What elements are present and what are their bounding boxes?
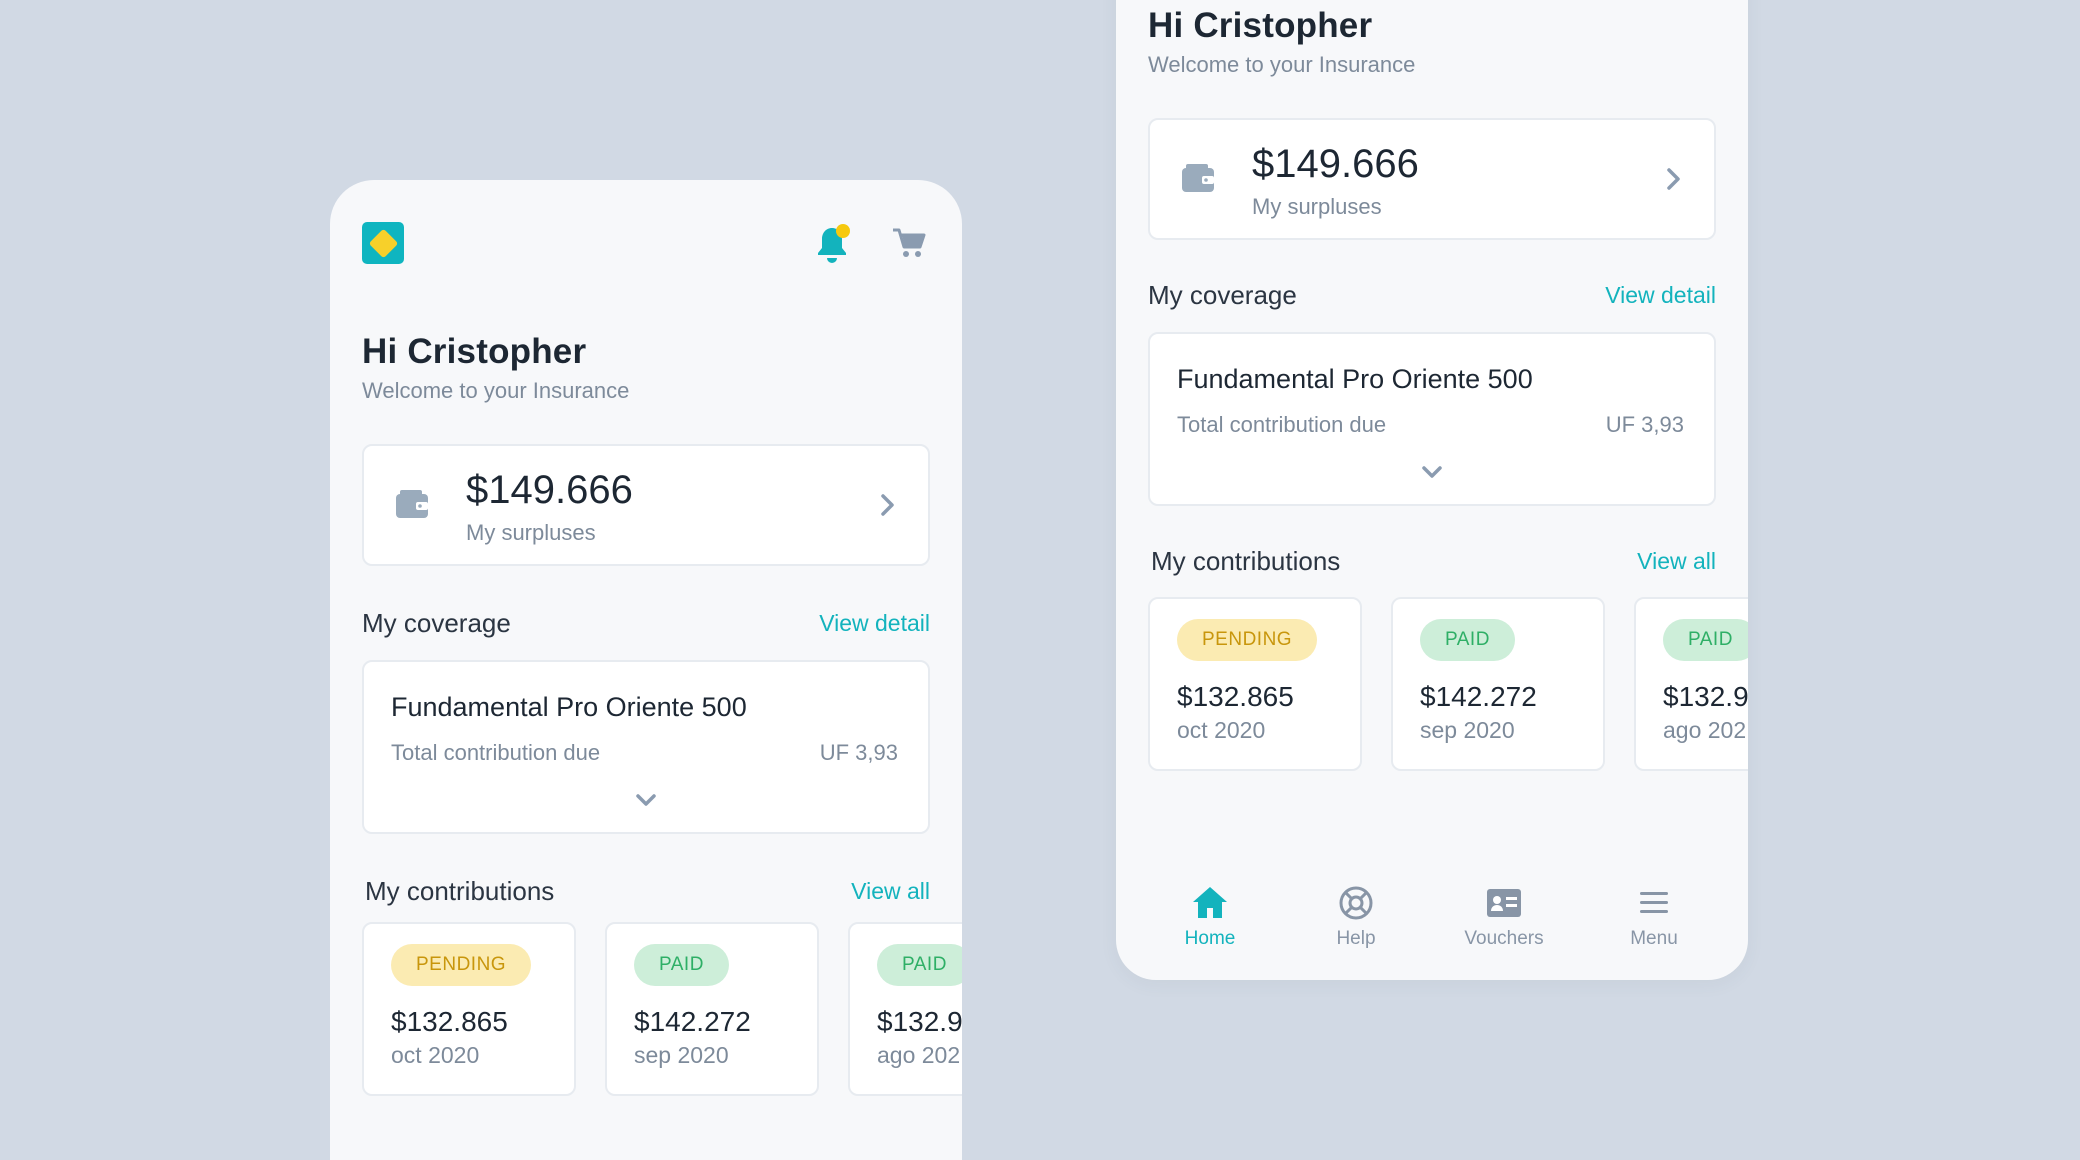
surplus-amount: $149.666	[1252, 142, 1419, 186]
chevron-down-icon[interactable]	[632, 790, 660, 812]
contributions-section-title: My contributions	[365, 876, 555, 906]
top-bar	[362, 222, 930, 266]
nav-help[interactable]: Help	[1286, 884, 1426, 950]
status-badge: PAID	[877, 944, 962, 986]
greeting: Hi Cristopher Welcome to your Insurance	[1148, 6, 1415, 78]
contribution-card[interactable]: PAID $142.272 sep 2020	[1391, 597, 1605, 771]
nav-help-label: Help	[1336, 928, 1376, 949]
view-all-link[interactable]: View all	[851, 878, 930, 904]
coverage-section-header: My coverage View detail	[362, 608, 930, 642]
status-badge: PAID	[634, 944, 729, 986]
coverage-section-title: My coverage	[362, 608, 511, 638]
view-detail-link[interactable]: View detail	[819, 610, 930, 636]
contribution-card[interactable]: PENDING $132.865 oct 2020	[362, 922, 576, 1096]
contribution-date: sep 2020	[1420, 717, 1515, 743]
contribution-date: ago 202	[1663, 717, 1747, 743]
contribution-amount: $132.865	[391, 1006, 508, 1037]
contributions-section-title: My contributions	[1151, 546, 1341, 576]
bottom-navigation: Home Help Vouchers	[1116, 860, 1748, 980]
contribution-date: sep 2020	[634, 1042, 729, 1068]
plan-name: Fundamental Pro Oriente 500	[1177, 364, 1533, 394]
contribution-due-value: UF 3,93	[819, 740, 898, 765]
home-icon	[1193, 887, 1227, 918]
coverage-section-title: My coverage	[1148, 280, 1297, 310]
contribution-date: oct 2020	[391, 1042, 480, 1068]
greeting-subtitle: Welcome to your Insurance	[1148, 52, 1416, 77]
notifications-button[interactable]	[814, 222, 854, 266]
contributions-carousel[interactable]: PENDING $132.865 oct 2020 PAID $142.272 …	[1148, 597, 1748, 773]
surplus-card[interactable]: $149.666 My surpluses	[1148, 118, 1716, 240]
nav-vouchers[interactable]: Vouchers	[1434, 884, 1574, 950]
app-logo[interactable]	[362, 222, 404, 264]
surplus-amount: $149.666	[466, 468, 633, 512]
wallet-icon	[1182, 164, 1214, 192]
contribution-card[interactable]: PAID $142.272 sep 2020	[605, 922, 819, 1096]
contribution-amount: $142.272	[1420, 681, 1537, 712]
nav-home-label: Home	[1184, 928, 1236, 949]
lifebuoy-icon	[1339, 886, 1373, 920]
plan-name: Fundamental Pro Oriente 500	[391, 692, 747, 722]
greeting-subtitle: Welcome to your Insurance	[362, 378, 630, 403]
nav-menu-label: Menu	[1630, 928, 1678, 949]
contribution-date: ago 202	[877, 1042, 961, 1068]
chevron-down-icon[interactable]	[1418, 462, 1446, 484]
chevron-right-icon	[881, 494, 894, 516]
nav-vouchers-label: Vouchers	[1464, 928, 1544, 949]
notification-dot	[836, 224, 850, 238]
status-badge: PAID	[1420, 619, 1515, 661]
view-all-link[interactable]: View all	[1637, 548, 1716, 574]
chevron-right-icon	[1667, 168, 1680, 190]
coverage-card[interactable]: Fundamental Pro Oriente 500 Total contri…	[362, 660, 930, 834]
id-card-icon	[1487, 889, 1521, 917]
wallet-icon	[396, 490, 428, 518]
nav-home[interactable]: Home	[1140, 884, 1280, 950]
logo-diamond	[368, 228, 399, 259]
surplus-card[interactable]: $149.666 My surpluses	[362, 444, 930, 566]
cart-button[interactable]	[890, 224, 930, 264]
coverage-section-header: My coverage View detail	[1148, 280, 1716, 314]
status-badge: PAID	[1663, 619, 1748, 661]
contribution-card[interactable]: PAID $132.9 ago 202	[848, 922, 962, 1096]
cart-icon	[893, 228, 926, 257]
contributions-section-header: My contributions View all	[362, 876, 930, 910]
contributions-section-header: My contributions View all	[1148, 546, 1716, 580]
phone-screen-home-scrolled: Hi Cristopher Welcome to your Insurance …	[1116, 0, 1748, 980]
view-detail-link[interactable]: View detail	[1605, 282, 1716, 308]
surplus-label: My surpluses	[1252, 194, 1382, 219]
status-badge: PENDING	[391, 944, 532, 986]
contribution-due-value: UF 3,93	[1605, 412, 1684, 437]
menu-icon	[1640, 892, 1668, 913]
contribution-amount: $132.865	[1177, 681, 1294, 712]
contribution-amount: $132.9	[877, 1006, 962, 1037]
surplus-label: My surpluses	[466, 520, 596, 545]
greeting: Hi Cristopher Welcome to your Insurance	[362, 332, 629, 404]
contribution-amount: $132.9	[1663, 681, 1748, 712]
nav-menu[interactable]: Menu	[1584, 884, 1724, 950]
status-badge: PENDING	[1177, 619, 1318, 661]
contribution-due-label: Total contribution due	[391, 740, 601, 765]
contribution-card[interactable]: PAID $132.9 ago 202	[1634, 597, 1748, 771]
greeting-title: Hi Cristopher	[1148, 6, 1373, 45]
coverage-card[interactable]: Fundamental Pro Oriente 500 Total contri…	[1148, 332, 1716, 506]
contributions-carousel[interactable]: PENDING $132.865 oct 2020 PAID $142.272 …	[362, 922, 962, 1098]
contribution-amount: $142.272	[634, 1006, 751, 1037]
contribution-due-label: Total contribution due	[1177, 412, 1387, 437]
phone-screen-home-scrolled-top: Hi Cristopher Welcome to your Insurance …	[330, 180, 962, 1160]
greeting-title: Hi Cristopher	[362, 332, 587, 371]
contribution-card[interactable]: PENDING $132.865 oct 2020	[1148, 597, 1362, 771]
contribution-date: oct 2020	[1177, 717, 1266, 743]
